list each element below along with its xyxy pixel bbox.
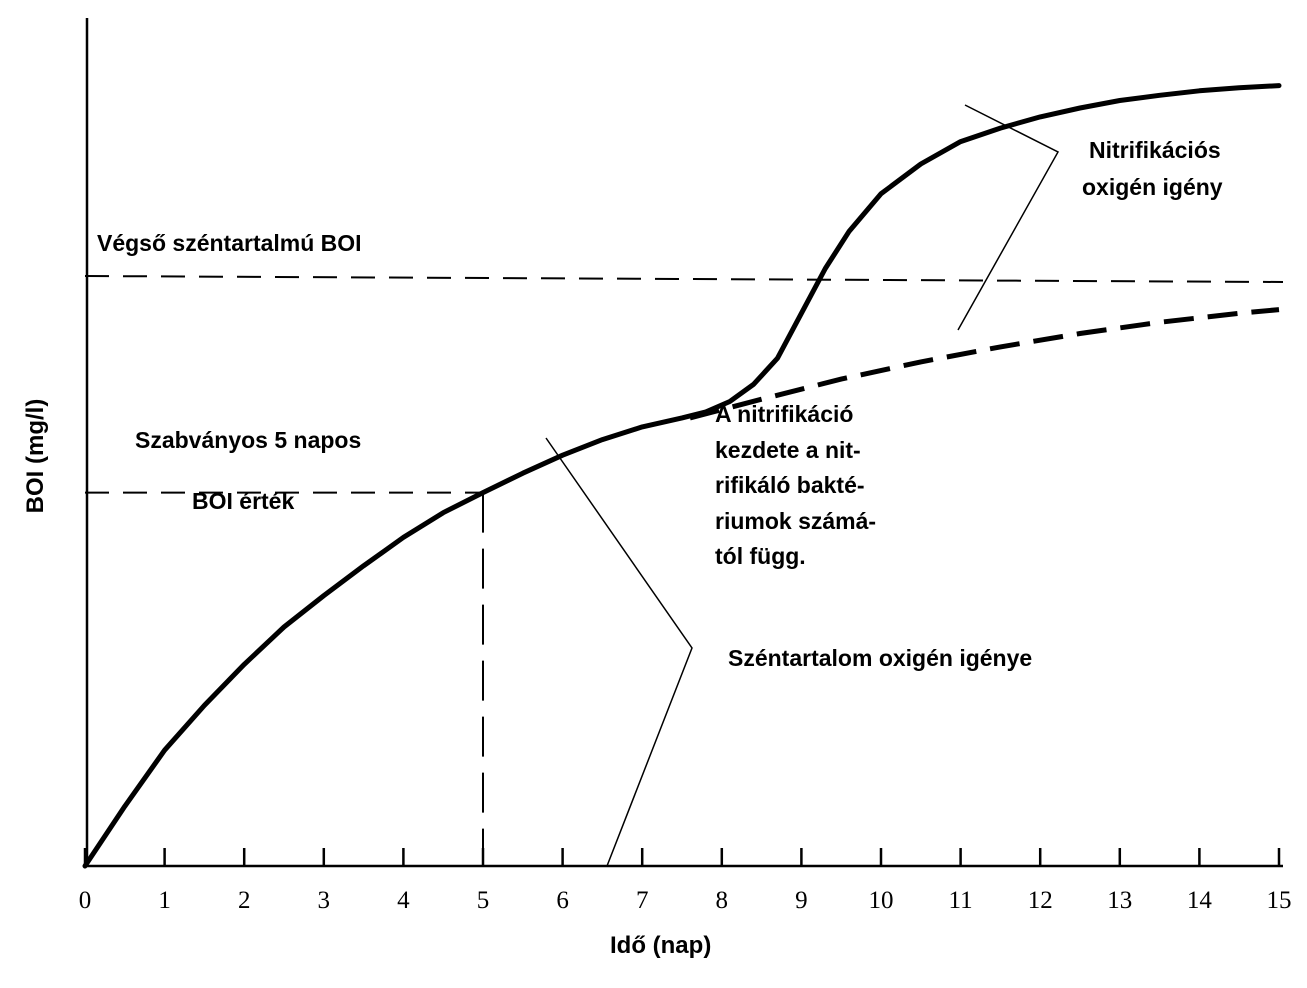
x-tick-label-6: 6 <box>556 887 569 914</box>
y-axis-title: BOI (mg/l) <box>22 398 49 514</box>
x-tick-label-15: 15 <box>1267 887 1292 914</box>
onset-line-5: tól függ. <box>715 543 806 569</box>
x-tick-label-3: 3 <box>318 887 331 914</box>
nitrification-leader-line <box>957 104 1060 331</box>
x-tick-label-12: 12 <box>1028 887 1053 914</box>
x-tick-labels: 0 1 2 3 4 5 6 7 8 9 10 11 12 13 14 15 <box>79 887 1292 914</box>
x-tick-label-8: 8 <box>716 887 729 914</box>
nitrification-onset-note: A nitrifikáció kezdete a nit- rifikáló b… <box>715 397 876 575</box>
onset-line-2: kezdete a nit- <box>715 436 861 463</box>
ultimate-bod-label: Végső széntartalmú BOI <box>97 230 362 256</box>
x-tick-label-2: 2 <box>238 887 251 914</box>
total-bod-curve <box>82 83 1282 869</box>
x-tick-label-0: 0 <box>79 887 92 914</box>
onset-line-3: rifikáló bakté- <box>715 472 865 498</box>
x-tick-label-14: 14 <box>1187 887 1213 914</box>
x-tick-label-9: 9 <box>795 887 808 914</box>
nitrification-label-line1: Nitrifikációs <box>1089 137 1221 163</box>
x-axis-title: Idő (nap) <box>610 932 712 959</box>
x-tick-label-11: 11 <box>949 887 973 914</box>
onset-line-4: riumok számá- <box>715 507 877 534</box>
x-tick-label-4: 4 <box>397 887 410 914</box>
carbonaceous-bod-dashed-curve <box>689 307 1280 421</box>
x-tick-label-5: 5 <box>477 887 490 914</box>
onset-line-1: A nitrifikáció <box>715 401 854 427</box>
x-tick-label-10: 10 <box>869 887 894 914</box>
standard-bod-label-line2: BOI érték <box>192 488 295 514</box>
nitrification-label-line2: oxigén igény <box>1082 174 1223 200</box>
standard-bod-label-line1: Szabványos 5 napos <box>135 427 362 453</box>
x-tick-label-13: 13 <box>1107 887 1132 914</box>
ultimate-bod-reference-line <box>84 275 1284 283</box>
x-tick-label-7: 7 <box>636 887 649 914</box>
carbon-demand-leader-line <box>545 437 693 867</box>
x-ticks <box>83 848 1281 866</box>
x-tick-label-1: 1 <box>158 887 171 914</box>
carbon-demand-label: Széntartalom oxigén igénye <box>728 645 1033 671</box>
